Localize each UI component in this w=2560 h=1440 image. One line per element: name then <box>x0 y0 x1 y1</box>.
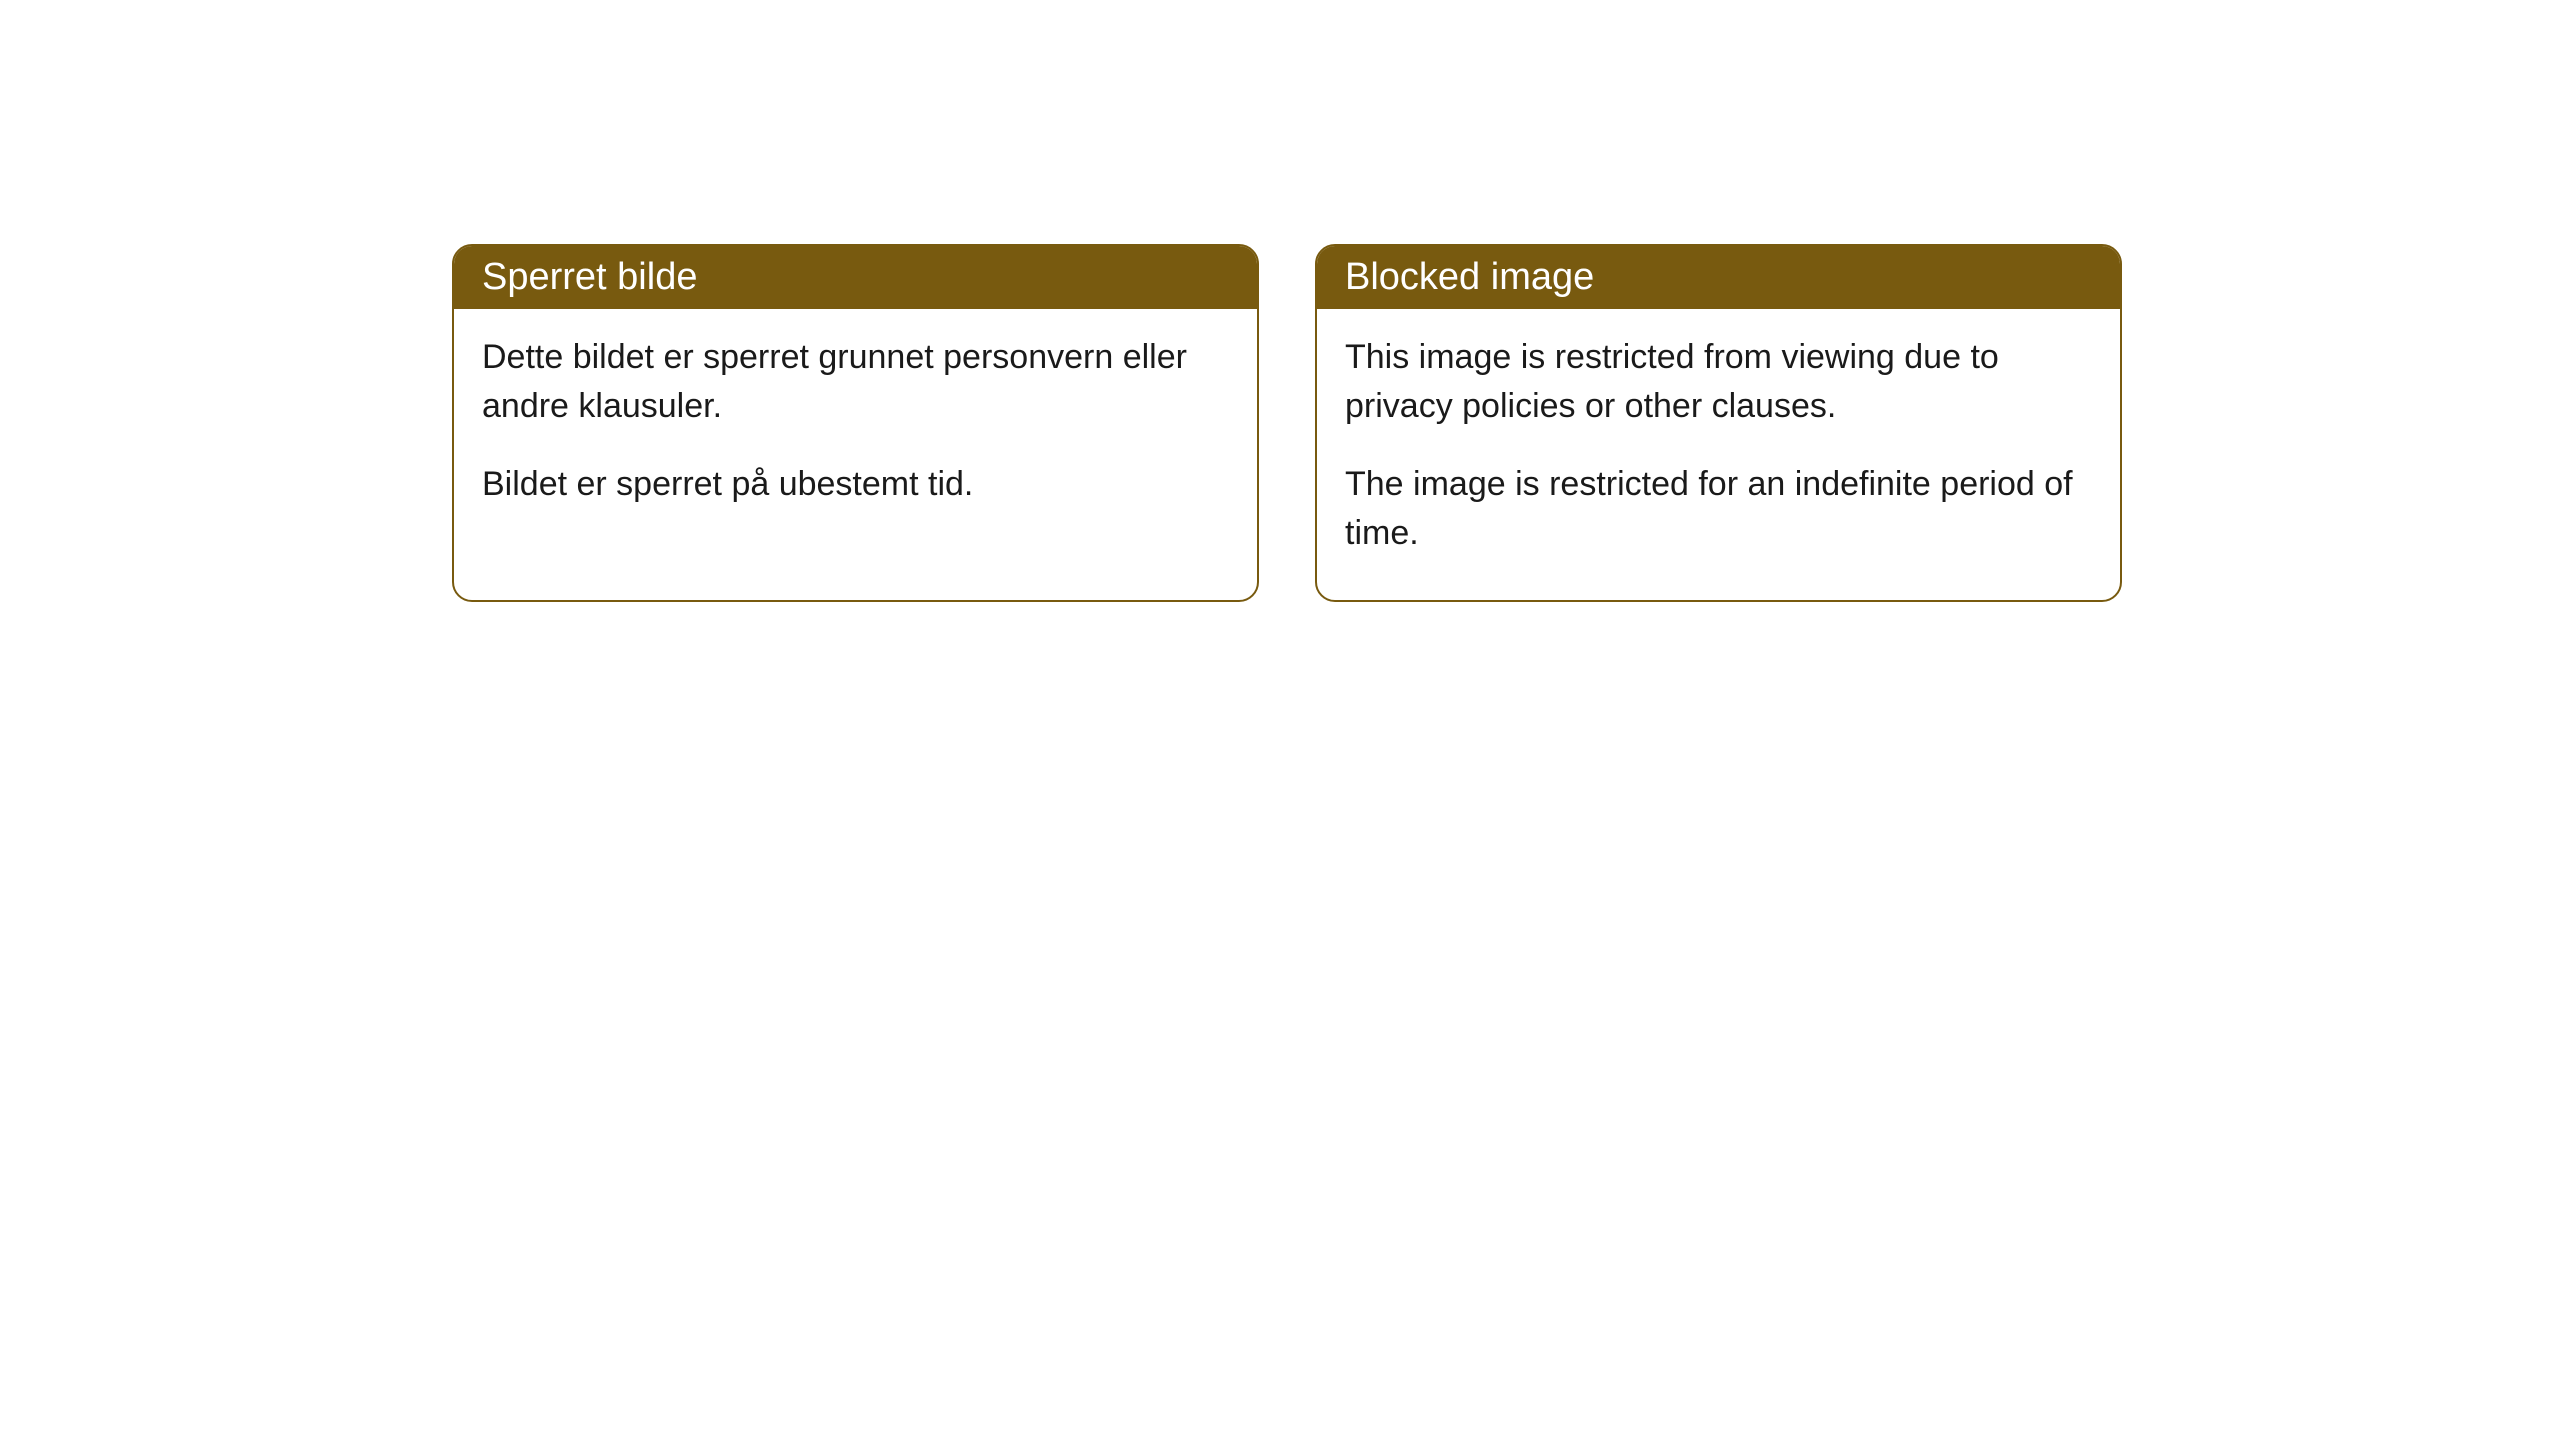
notice-card-norwegian: Sperret bilde Dette bildet er sperret gr… <box>452 244 1259 602</box>
card-body: This image is restricted from viewing du… <box>1317 309 2120 600</box>
notice-card-english: Blocked image This image is restricted f… <box>1315 244 2122 602</box>
card-paragraph: Dette bildet er sperret grunnet personve… <box>482 333 1229 432</box>
card-title: Blocked image <box>1345 256 1594 298</box>
card-body: Dette bildet er sperret grunnet personve… <box>454 309 1257 551</box>
card-paragraph: This image is restricted from viewing du… <box>1345 333 2092 432</box>
card-paragraph: The image is restricted for an indefinit… <box>1345 460 2092 559</box>
card-paragraph: Bildet er sperret på ubestemt tid. <box>482 460 1229 509</box>
card-title: Sperret bilde <box>482 256 697 298</box>
card-header: Blocked image <box>1317 246 2120 309</box>
notice-cards-container: Sperret bilde Dette bildet er sperret gr… <box>452 244 2122 602</box>
card-header: Sperret bilde <box>454 246 1257 309</box>
